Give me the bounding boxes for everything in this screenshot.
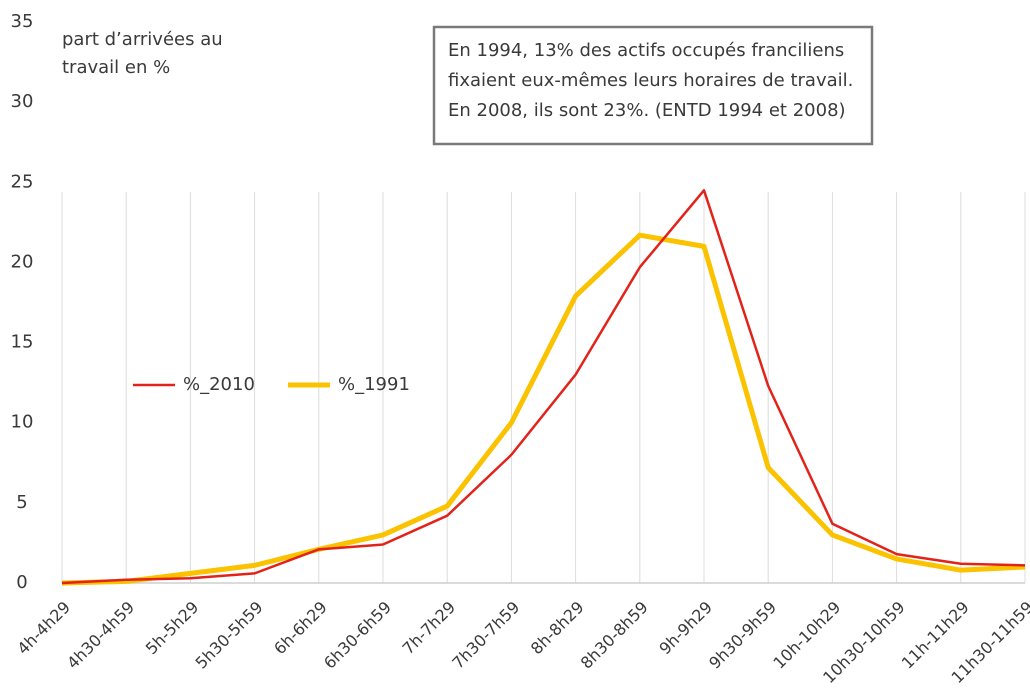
- annotation: En 1994, 13% des actifs occupés francili…: [448, 40, 844, 61]
- x-tick-label: 9h-9h29: [655, 598, 716, 659]
- x-tick-label: 7h30-7h59: [448, 598, 523, 673]
- y-tick-label: 10: [11, 412, 34, 433]
- x-tick-label: 6h30-6h59: [320, 598, 395, 673]
- y-tick-label: 0: [16, 572, 27, 593]
- line-series: [61, 189, 1026, 585]
- line-series: [61, 232, 1026, 586]
- legend-label: %_1991: [338, 374, 410, 395]
- x-tick-label: 5h30-5h59: [192, 598, 267, 673]
- annotation-box: [432, 25, 874, 146]
- legend-label: %_2010: [183, 374, 255, 395]
- y-axis-label: travail en %: [62, 57, 170, 78]
- y-tick-label: 20: [11, 251, 34, 272]
- x-tick-label: 4h-4h29: [13, 598, 74, 659]
- x-tick-label: 9h30-9h59: [705, 598, 780, 673]
- y-tick-label: 15: [11, 332, 34, 353]
- x-tick-label: 4h30-4h59: [63, 598, 138, 673]
- y-axis-label: part d’arrivées au: [62, 29, 223, 50]
- x-tick-label: 8h30-8h59: [577, 598, 652, 673]
- x-tick-label: 5h-5h29: [142, 598, 203, 659]
- x-tick-label: 8h-8h29: [527, 598, 588, 659]
- annotation: En 2008, ils sont 23%. (ENTD 1994 et 200…: [448, 100, 846, 121]
- y-tick-label: 30: [11, 91, 34, 112]
- y-tick-label: 25: [11, 171, 34, 192]
- y-tick-label: 35: [11, 11, 34, 32]
- x-tick-label: 7h-7h29: [399, 598, 460, 659]
- y-tick-label: 5: [16, 492, 27, 513]
- annotation: fixaient eux-mêmes leurs horaires de tra…: [448, 70, 853, 91]
- x-tick-label: 6h-6h29: [270, 598, 331, 659]
